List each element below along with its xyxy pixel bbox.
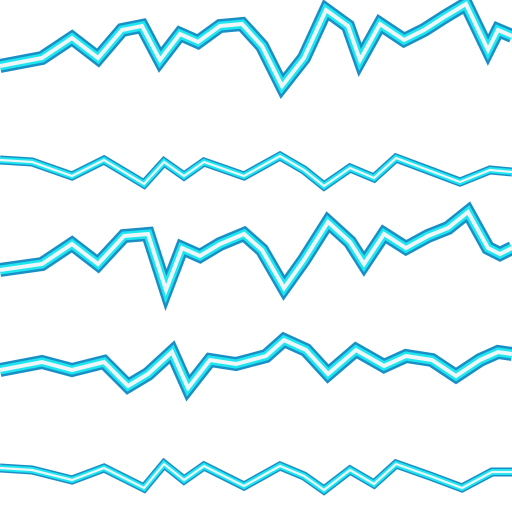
bolt-core [0,208,512,297]
bolt-core [0,462,512,492]
bolt-frame-1 [0,0,512,100]
bolt-frame-4 [0,331,512,402]
bolt-mid-glow [0,152,512,190]
bolt-frame-2 [0,150,512,192]
bolt-core [0,337,512,392]
bolt-frame-5 [0,457,512,496]
bolt-core [0,1,512,90]
bolt-frame-3 [0,201,512,312]
bolt-core [0,154,512,188]
